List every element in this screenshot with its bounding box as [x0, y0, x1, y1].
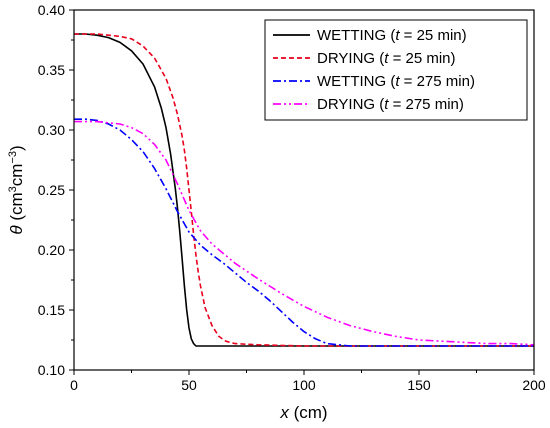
- ticks-layer: 0 50 100 150 200 0.10 0.15 0.20 0.25 0.30 0.35 0.40: [38, 2, 546, 393]
- y-axis-sup-1: 3: [7, 186, 19, 192]
- y-tick-label: 0.40: [38, 2, 65, 18]
- x-axis-variable: x: [279, 403, 289, 422]
- x-axis-title: x (cm): [279, 403, 327, 422]
- legend-label-4: DRYING (t = 275 min): [317, 96, 464, 113]
- y-tick-label: 0.35: [38, 62, 65, 78]
- x-tick-label: 0: [70, 377, 78, 393]
- y-tick-label: 0.10: [38, 362, 65, 378]
- x-tick-label: 100: [292, 377, 316, 393]
- legend-box: [264, 19, 528, 121]
- y-tick-label: 0.20: [38, 242, 65, 258]
- legend: WETTING (t = 25 min) DRYING (t = 25 min) W…: [264, 19, 528, 121]
- legend-label-1: WETTING (t = 25 min): [317, 27, 467, 44]
- legend-label-3: WETTING (t = 275 min): [317, 73, 475, 90]
- legend-label-2: DRYING (t = 25 min): [317, 50, 456, 67]
- y-axis-sup-2: −3: [7, 151, 19, 164]
- series-layer: [74, 33, 535, 347]
- x-tick-label: 150: [407, 377, 431, 393]
- x-tick-label: 50: [181, 377, 197, 393]
- y-axis-unit-post: ): [7, 145, 26, 151]
- x-tick-label: 200: [522, 377, 546, 393]
- y-axis-variable: θ: [7, 225, 26, 235]
- series-line-3: [74, 118, 534, 347]
- series-line-2: [74, 33, 534, 347]
- y-axis-unit-mid: cm: [7, 164, 26, 187]
- y-axis-unit-pre: (cm: [7, 192, 26, 225]
- y-tick-label: 0.30: [38, 122, 65, 138]
- y-axis-title: θ (cm3cm−3): [7, 145, 26, 234]
- x-axis-unit: (cm): [289, 403, 328, 422]
- series-line-4: [74, 120, 535, 346]
- series-line-1: [74, 33, 534, 347]
- y-tick-label: 0.15: [38, 302, 65, 318]
- y-tick-label: 0.25: [38, 182, 65, 198]
